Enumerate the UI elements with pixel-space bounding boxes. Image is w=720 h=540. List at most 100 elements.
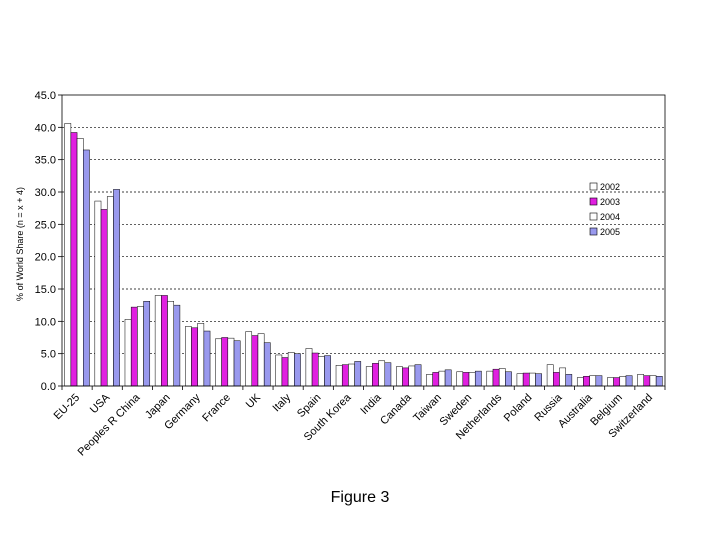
bar-2004-4 <box>197 323 205 387</box>
x-tick-label: Italy <box>270 391 293 414</box>
bar-2005-1 <box>113 189 120 387</box>
bar-2004-13 <box>468 372 476 387</box>
bar-2005-4 <box>203 330 211 387</box>
bar-2003-12 <box>432 372 440 387</box>
bar-2003-5 <box>221 337 229 387</box>
bar-2004-8 <box>318 356 325 387</box>
bar-2005-0 <box>83 149 90 387</box>
bar-2005-6 <box>263 342 271 387</box>
bar-2004-10 <box>378 360 386 387</box>
legend-label-2005: 2005 <box>600 227 620 237</box>
bar-2002-3 <box>154 295 162 387</box>
bar-2003-16 <box>553 372 560 387</box>
bar-2005-12 <box>444 369 452 387</box>
x-tick-label: Australia <box>556 391 595 430</box>
bar-2005-3 <box>173 304 181 387</box>
x-tick-label: Canada <box>378 391 414 427</box>
bar-2002-9 <box>335 365 343 387</box>
y-tick-label: 35.0 <box>35 155 56 167</box>
bar-2003-18 <box>613 377 621 387</box>
bar-2005-14 <box>505 371 512 387</box>
bar-2005-10 <box>384 362 392 387</box>
bar-2005-17 <box>595 375 603 387</box>
bar-2002-12 <box>426 374 433 387</box>
bar-2003-1 <box>100 209 108 387</box>
legend-label-2003: 2003 <box>600 197 620 207</box>
x-tick-label: USA <box>88 391 113 416</box>
plot-frame <box>61 94 666 387</box>
y-tick-label: 20.0 <box>35 252 56 264</box>
bar-2002-17 <box>576 377 584 387</box>
x-tick-label: UK <box>244 391 264 411</box>
bar-2003-3 <box>161 295 168 387</box>
bar-2002-4 <box>185 326 192 387</box>
bar-2005-18 <box>625 375 633 387</box>
bar-2004-18 <box>619 376 627 387</box>
axes <box>58 94 666 390</box>
bar-2002-8 <box>305 348 313 387</box>
bar-2002-10 <box>365 366 373 387</box>
y-tick-label: 15.0 <box>35 284 56 296</box>
legend-swatch-2005 <box>589 227 598 236</box>
bars <box>64 123 663 387</box>
x-tick-label: Poland <box>502 392 535 425</box>
bar-2004-2 <box>137 306 144 387</box>
bar-2003-13 <box>462 372 470 387</box>
y-axis-label: % of World Share (n = x + 4) <box>15 187 25 301</box>
legend-swatch-2003 <box>589 197 598 206</box>
bar-2003-7 <box>281 357 289 387</box>
bar-2004-12 <box>438 370 446 387</box>
bar-2003-11 <box>402 367 409 387</box>
bar-2002-11 <box>396 366 403 387</box>
y-tick-labels: 0.0 5.0 10.0 15.0 20.0 25.0 30.0 35.0 40.0 45.0 <box>35 90 56 393</box>
bar-2002-2 <box>124 319 132 387</box>
bar-2005-7 <box>294 353 301 387</box>
bar-2005-5 <box>233 340 241 387</box>
bar-2002-18 <box>607 377 614 387</box>
bar-2002-1 <box>94 200 102 387</box>
bar-2003-14 <box>492 368 500 387</box>
bar-2004-7 <box>287 352 295 387</box>
bar-2005-2 <box>143 301 151 387</box>
bar-2004-14 <box>498 368 506 387</box>
figure-caption: Figure 3 <box>330 489 390 506</box>
y-tick-label: 30.0 <box>35 187 56 199</box>
bar-2002-5 <box>215 338 222 387</box>
bar-2005-15 <box>535 373 542 387</box>
legend-label-2004: 2004 <box>600 212 620 222</box>
bar-2003-17 <box>583 376 590 387</box>
bar-2002-0 <box>64 123 72 387</box>
bar-2002-7 <box>275 354 283 387</box>
bar-2002-13 <box>456 371 464 387</box>
bar-2005-19 <box>655 376 663 387</box>
bar-2003-8 <box>311 352 319 387</box>
bar-2004-16 <box>559 367 566 387</box>
y-tick-label: 40.0 <box>35 122 56 134</box>
y-tick-label: 45.0 <box>35 90 56 102</box>
bar-2002-6 <box>245 331 253 387</box>
legend: 2002 2003 2004 2005 <box>589 182 620 237</box>
y-tick-label: 5.0 <box>41 349 56 361</box>
bar-2004-0 <box>76 138 84 387</box>
bar-2002-19 <box>637 374 644 387</box>
bar-2005-16 <box>565 374 573 387</box>
bar-2005-9 <box>354 361 362 387</box>
bar-2003-6 <box>251 335 259 387</box>
legend-swatch-2002 <box>589 182 598 191</box>
gridlines <box>62 126 665 355</box>
bar-2005-11 <box>414 364 422 387</box>
bar-2004-11 <box>408 365 416 387</box>
bar-2003-10 <box>372 363 379 387</box>
bar-2003-4 <box>191 327 198 387</box>
bar-2002-16 <box>546 364 554 387</box>
x-tick-label: Spain <box>295 392 323 420</box>
bar-2003-9 <box>341 364 349 387</box>
x-tick-label: France <box>200 392 233 425</box>
y-tick-label: 0.0 <box>41 381 56 393</box>
bar-2002-14 <box>486 370 494 387</box>
x-tick-label: India <box>358 391 384 417</box>
bar-2004-15 <box>529 372 536 387</box>
bar-2004-5 <box>227 337 235 387</box>
